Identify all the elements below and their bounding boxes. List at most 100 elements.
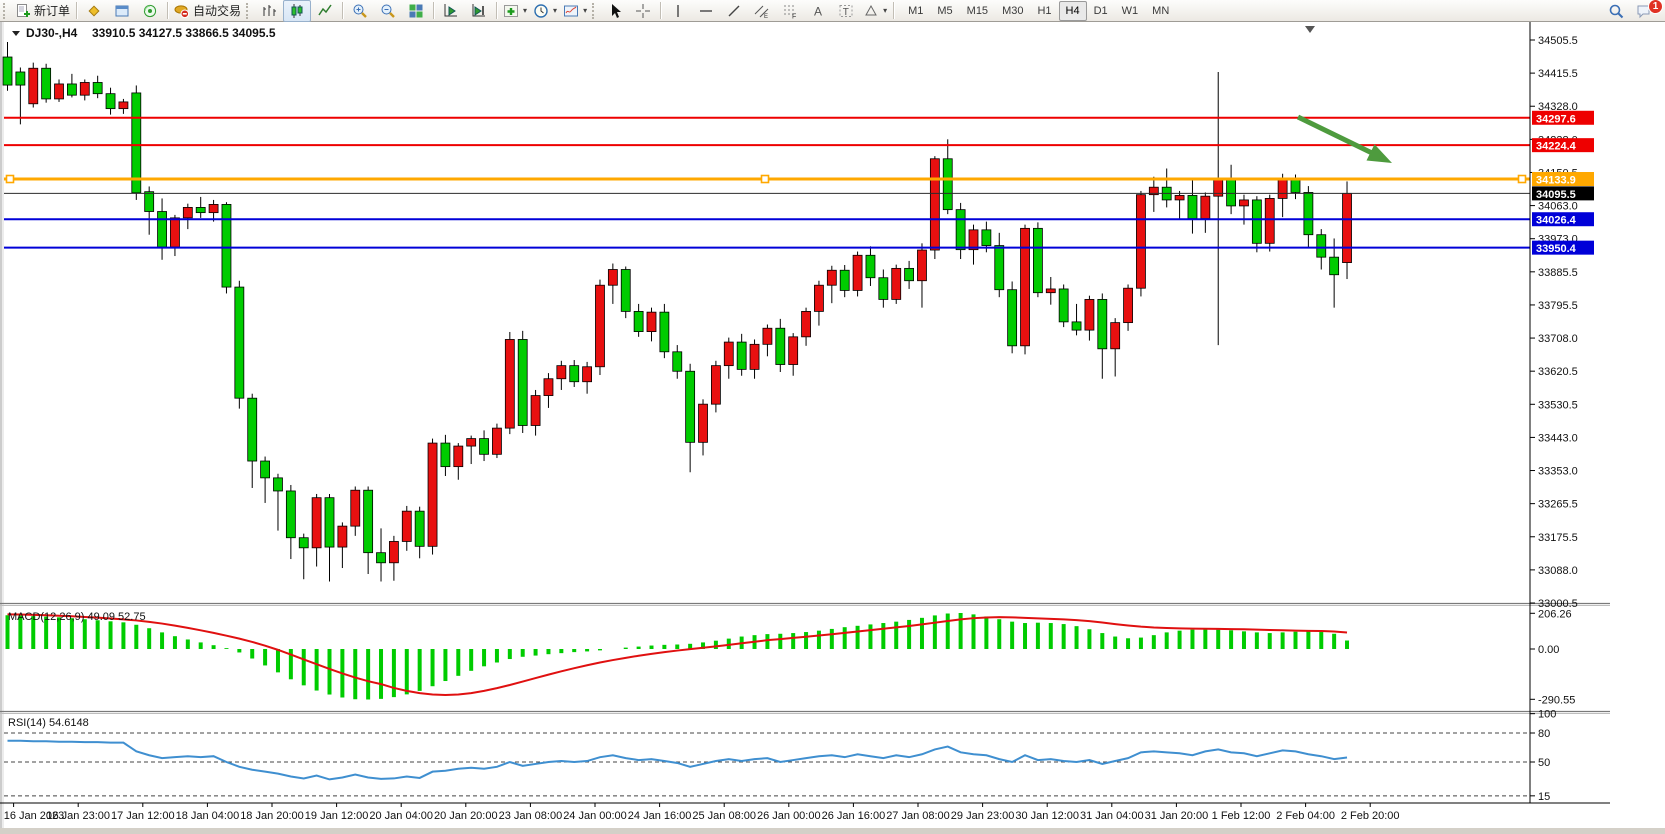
candles-icon <box>289 3 305 19</box>
candle <box>182 207 193 219</box>
zoom-out-button[interactable] <box>374 0 402 22</box>
chevron-down-icon[interactable]: ▾ <box>883 6 888 15</box>
chart-shift-button[interactable] <box>465 0 493 22</box>
candle <box>736 341 747 370</box>
candle <box>633 310 644 333</box>
channel-button[interactable]: E <box>748 0 776 22</box>
text-button[interactable]: A <box>804 0 832 22</box>
fibo-icon: F <box>782 3 798 19</box>
tile-windows-button[interactable] <box>402 0 430 22</box>
search-icon <box>1608 3 1624 19</box>
rsi-tick-label: 100 <box>1538 709 1556 721</box>
trend-arrow-head[interactable] <box>1366 144 1393 163</box>
price-tick-label: 33000.5 <box>1538 598 1578 610</box>
candle <box>337 525 348 548</box>
timeframe-mn[interactable]: MN <box>1152 4 1170 17</box>
toolbar-grip[interactable] <box>246 2 253 19</box>
trendline-button[interactable] <box>720 0 748 22</box>
candle <box>672 351 683 372</box>
time-tick-label: 23 Jan 08:00 <box>499 810 563 822</box>
line-handle[interactable] <box>5 174 15 184</box>
horizontal-line-button[interactable] <box>692 0 720 22</box>
bars-icon <box>261 3 277 19</box>
candle <box>582 366 592 383</box>
candle <box>363 489 374 554</box>
market-watch-button[interactable] <box>80 0 108 22</box>
search-button[interactable] <box>1602 0 1630 22</box>
candle <box>311 497 322 549</box>
timeframe-h1[interactable]: H1 <box>1037 4 1052 17</box>
chevron-down-icon[interactable]: ▾ <box>583 6 588 15</box>
candle <box>917 249 927 282</box>
chevron-down-icon[interactable]: ▾ <box>553 6 558 15</box>
template-button[interactable]: ▾ <box>560 0 590 22</box>
line-handle[interactable] <box>760 174 770 184</box>
signals-button[interactable] <box>136 0 164 22</box>
timeframe-d1[interactable]: D1 <box>1093 4 1108 17</box>
indicators-button[interactable]: ▾ <box>500 0 530 22</box>
cursor-button[interactable] <box>601 0 629 22</box>
crosshair-button[interactable] <box>629 0 657 22</box>
timeframe-m5[interactable]: M5 <box>937 4 953 17</box>
auto-scroll-button[interactable] <box>437 0 465 22</box>
new-order-button-label: 新订单 <box>34 4 71 18</box>
candle <box>131 92 142 194</box>
notification-badge: 1 <box>1648 0 1663 14</box>
timeframe-m30[interactable]: M30 <box>1002 4 1024 17</box>
candle <box>105 93 116 110</box>
timeframe-m1[interactable]: M1 <box>908 4 924 17</box>
autotrade-icon <box>174 3 190 19</box>
macd-tick-label: -290.55 <box>1538 694 1575 706</box>
candle <box>659 311 670 353</box>
timeframe-m15[interactable]: M15 <box>966 4 989 17</box>
line-handle[interactable] <box>1517 174 1527 184</box>
candle <box>1020 227 1030 347</box>
selected-orange-line-badge <box>1532 172 1594 187</box>
candle <box>904 267 914 282</box>
chart-shift-marker[interactable] <box>1305 26 1315 33</box>
toolbar-separator <box>893 2 895 19</box>
data-window-button[interactable] <box>108 0 136 22</box>
timeframe-w1[interactable]: W1 <box>1121 4 1139 17</box>
time-tick-label: 24 Jan 00:00 <box>563 810 627 822</box>
chart-shift-icon <box>471 3 487 19</box>
rsi-tick-label: 50 <box>1538 757 1550 769</box>
candle <box>711 365 721 405</box>
time-tick-label: 1 Feb 12:00 <box>1212 810 1271 822</box>
new-order-button[interactable]: 新订单 <box>12 0 73 22</box>
price-tick-label: 34328.0 <box>1538 101 1578 113</box>
line-chart-button[interactable] <box>311 0 339 22</box>
toolbar-grip[interactable] <box>3 2 10 19</box>
toolbar-separator <box>660 2 662 19</box>
candle <box>67 83 77 96</box>
chart-ohlc-values: 33910.5 34127.5 33866.5 34095.5 <box>92 26 276 40</box>
notifications-button[interactable]: 1 <box>1630 0 1663 22</box>
trend-arrow-line[interactable] <box>1296 114 1374 156</box>
candle <box>414 510 425 547</box>
candle <box>749 343 760 370</box>
timeframe-h4[interactable]: H4 <box>1058 0 1087 21</box>
auto-trading-button[interactable]: 自动交易 <box>171 0 244 22</box>
candle <box>942 158 953 211</box>
label-button[interactable]: T <box>832 0 860 22</box>
candle <box>1123 287 1133 324</box>
resistance-line-2-badge <box>1532 138 1594 153</box>
bar-chart-button[interactable] <box>255 0 283 22</box>
candlestick-button[interactable] <box>283 0 312 22</box>
shapes-button[interactable]: ▾ <box>860 0 890 22</box>
candle <box>762 327 773 345</box>
indicator-plus-icon <box>503 3 519 19</box>
price-tick-label: 33443.0 <box>1538 432 1578 444</box>
period-button[interactable]: ▾ <box>530 0 560 22</box>
toolbar-grip[interactable] <box>592 2 599 19</box>
svg-text:A: A <box>814 4 822 18</box>
chevron-down-icon[interactable]: ▾ <box>523 6 528 15</box>
window-frame-bottom <box>0 828 1665 834</box>
candle <box>247 397 258 462</box>
selected-orange-line-badge-label: 34133.9 <box>1536 175 1576 187</box>
symbol-dropdown-icon[interactable] <box>12 31 20 36</box>
fibonacci-button[interactable]: F <box>776 0 804 22</box>
vertical-line-button[interactable] <box>664 0 692 22</box>
price-tick-label: 33265.5 <box>1538 499 1578 511</box>
zoom-in-button[interactable] <box>346 0 374 22</box>
